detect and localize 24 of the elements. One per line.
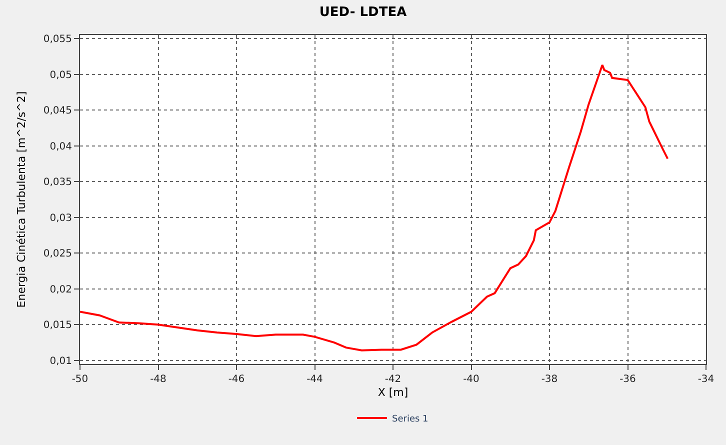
y-tick-label: 0,015 — [43, 320, 72, 332]
y-tick-label: 0,01 — [50, 356, 72, 367]
x-tick-label: -40 — [463, 374, 480, 385]
x-tick-label: -42 — [384, 374, 402, 385]
x-tick-label: -36 — [620, 374, 636, 385]
y-tick-label: 0,04 — [50, 141, 72, 152]
x-tick-label: -50 — [72, 374, 88, 385]
y-tick-label: 0,05 — [50, 70, 72, 81]
x-tick-label: -46 — [228, 374, 245, 385]
y-tick-label: 0,035 — [43, 177, 72, 188]
y-tick-label: 0,045 — [43, 106, 72, 117]
x-tick-label: -38 — [541, 374, 558, 385]
y-axis-title: Energia Cinética Turbulenta [m^2/s^2] — [15, 91, 28, 308]
x-tick-label: -34 — [698, 374, 714, 385]
y-tick-label: 0,02 — [50, 284, 72, 296]
y-tick-label: 0,03 — [50, 212, 72, 224]
y-tick-label: 0,055 — [43, 34, 72, 46]
x-axis-title: X [m] — [378, 386, 408, 400]
line-series — [80, 64, 669, 352]
chart-title: UED- LDTEA — [319, 4, 407, 20]
x-tick-label: -44 — [306, 374, 323, 385]
x-tick-label: -48 — [150, 374, 166, 385]
y-tick-label: 0,025 — [43, 248, 72, 260]
legend-label: Series 1 — [392, 414, 428, 424]
